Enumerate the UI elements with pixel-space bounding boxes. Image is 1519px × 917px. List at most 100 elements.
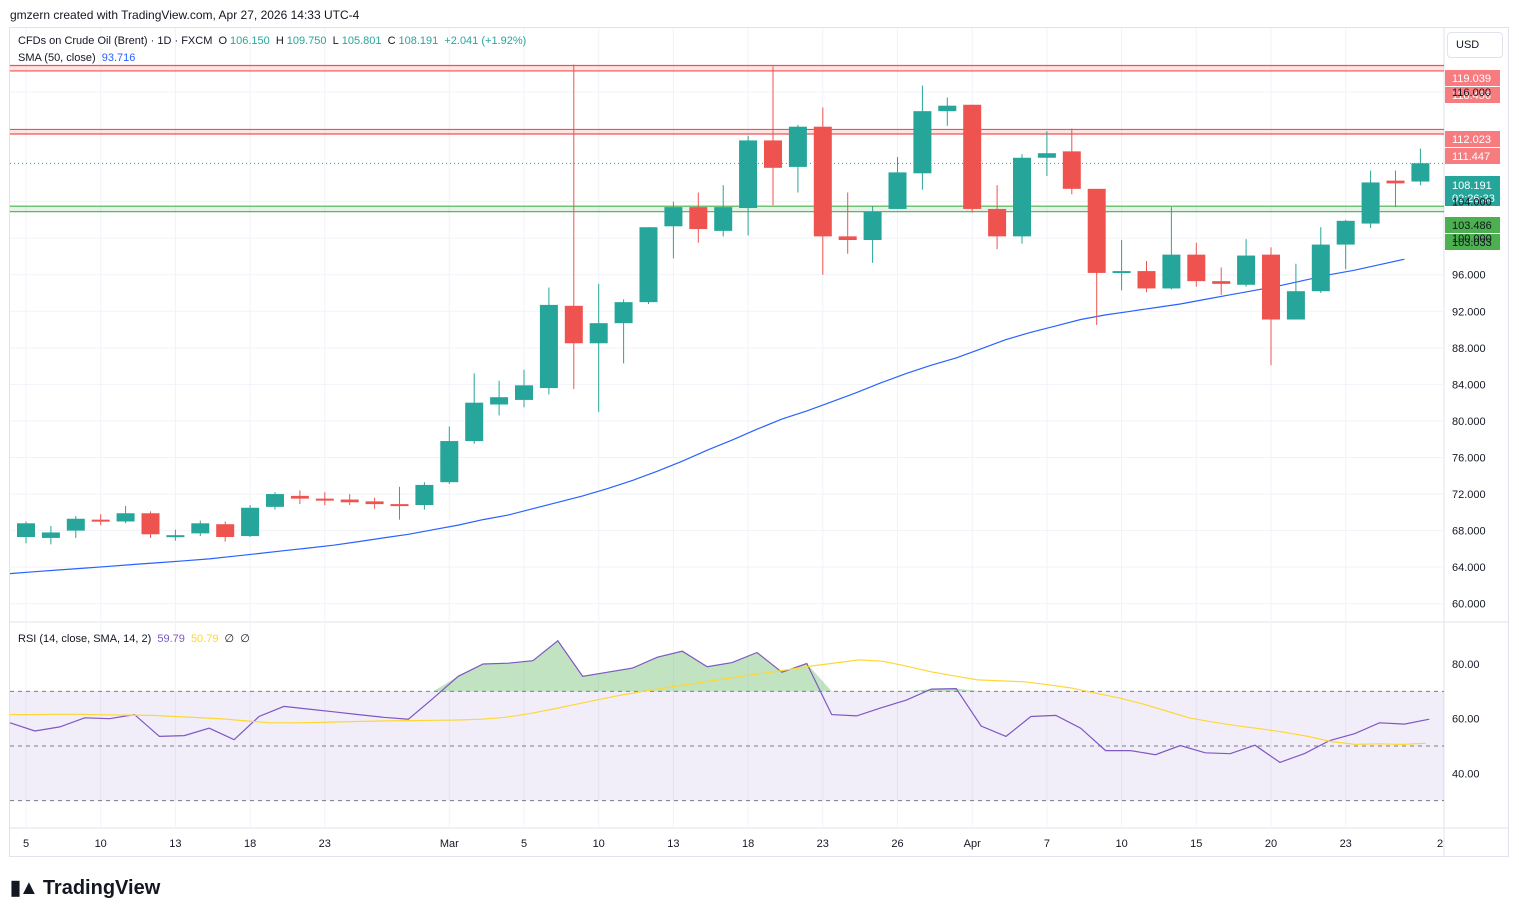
candle-body (1062, 151, 1081, 189)
rsi-extra-1: ∅ (224, 633, 235, 645)
price-tick-label: 96.000 (1452, 270, 1486, 282)
sma-legend[interactable]: SMA (50, close) 93.716 (18, 52, 138, 64)
candle-body (440, 441, 459, 483)
candle-body (1411, 163, 1430, 182)
level-label-box (1445, 148, 1500, 164)
rsi-tick-label: 40.00 (1452, 768, 1480, 780)
sma-value: 93.716 (101, 52, 136, 64)
candle-body (515, 385, 533, 400)
time-tick-label: 5 (521, 838, 527, 850)
time-tick-label: Mar (440, 838, 459, 850)
time-tick-label: 5 (23, 838, 29, 850)
time-tick-label: 2 (1437, 838, 1443, 850)
candle-body (1037, 153, 1056, 158)
candle-body (764, 140, 782, 168)
candle-body (390, 504, 409, 507)
time-tick-label: 10 (1115, 838, 1127, 850)
rsi-sma-value: 50.79 (190, 633, 219, 645)
open-value: 106.150 (230, 35, 270, 47)
candle-body (639, 227, 658, 303)
rsi-line (9, 639, 1430, 764)
candle-body (266, 494, 284, 507)
candle-body (938, 105, 957, 112)
last-price-label: 108.191 (1452, 180, 1492, 192)
candle-body (166, 535, 185, 538)
candle-body (1112, 271, 1131, 274)
tradingview-logo[interactable]: ▮▲ TradingView (10, 875, 160, 900)
candle-body (415, 484, 434, 506)
symbol-label[interactable]: CFDs on Crude Oil (Brent) · 1D · FXCM (18, 35, 213, 47)
price-tick-label: 76.000 (1452, 453, 1486, 465)
rsi-legend[interactable]: RSI (14, close, SMA, 14, 2) 59.79 50.79 … (18, 632, 253, 645)
sma-50-line (9, 258, 1405, 575)
time-tick-label: 7 (1044, 838, 1050, 850)
price-tick-label: 68.000 (1452, 526, 1486, 538)
currency-selector[interactable]: USD (1447, 32, 1503, 58)
resistance-band (10, 129, 1444, 135)
price-tick-label: 80.000 (1452, 416, 1486, 428)
level-label-box (1445, 234, 1500, 250)
candle-body (465, 402, 484, 442)
time-tick-label: 13 (169, 838, 181, 850)
candle-body (1386, 180, 1405, 184)
candle-body (490, 397, 509, 405)
change-value: +2.041 (+1.92%) (444, 35, 527, 47)
rsi-sma-line (10, 659, 1427, 746)
candle-body (888, 172, 907, 209)
candle-body (17, 523, 35, 538)
level-label-box (1445, 70, 1500, 86)
time-tick-label: 18 (742, 838, 754, 850)
candle-body (1212, 281, 1231, 284)
candle-body (141, 513, 160, 535)
candles (17, 64, 1430, 545)
level-label: 112.023 (1452, 134, 1491, 146)
candle-body (689, 207, 708, 230)
price-tick-label: 64.000 (1452, 562, 1486, 574)
chart-caption: gmzern created with TradingView.com, Apr… (10, 8, 360, 22)
price-axis: 60.000 64.000 68.000 72.000 76.000 80.000 84.0… (1452, 87, 1492, 780)
rsi-label[interactable]: RSI (14, close, SMA, 14, 2) (18, 633, 152, 645)
candle-body (788, 126, 807, 167)
candle-body (1237, 255, 1256, 285)
price-tick-label: 92.000 (1452, 306, 1486, 318)
rsi-tick-label: 60.00 (1452, 714, 1480, 726)
candle-body (1162, 254, 1181, 289)
resistance-band (10, 65, 1444, 71)
candle-body (365, 501, 384, 505)
price-tick-label: 104.000 (1452, 197, 1492, 209)
candle-body (614, 302, 633, 324)
time-tick-label: 23 (1340, 838, 1352, 850)
candle-body (739, 140, 758, 209)
candle-body (1336, 220, 1355, 245)
time-tick-label: 10 (593, 838, 605, 850)
last-price-box (1445, 176, 1500, 206)
rsi-value: 59.79 (157, 633, 185, 645)
level-label-box (1445, 217, 1500, 233)
countdown-label: 02:26:33 (1452, 193, 1495, 205)
candle-body (1087, 188, 1106, 273)
rsi-pane (9, 639, 1444, 802)
candle-body (241, 507, 260, 537)
candle-body (66, 518, 85, 531)
price-tick-label: 84.000 (1452, 379, 1486, 391)
candle-body (913, 111, 932, 174)
time-tick-label: 26 (891, 838, 903, 850)
price-tick-label: 100.000 (1452, 233, 1492, 245)
candle-body (564, 305, 583, 344)
level-label-box (1445, 131, 1500, 147)
level-label-box (1445, 87, 1500, 103)
level-label: 119.039 (1452, 73, 1491, 85)
rsi-overbought-fill (10, 640, 1430, 692)
sma-label[interactable]: SMA (50, close) (18, 52, 96, 64)
time-tick-label: 10 (95, 838, 107, 850)
time-tick-label: 23 (817, 838, 829, 850)
time-tick-label: 20 (1265, 838, 1277, 850)
high-value: 109.750 (286, 35, 327, 47)
level-label: 111.447 (1452, 151, 1490, 163)
candle-body (589, 323, 608, 344)
candle-body (216, 524, 235, 538)
candle-body (988, 208, 1007, 237)
candle-body (1361, 182, 1380, 224)
